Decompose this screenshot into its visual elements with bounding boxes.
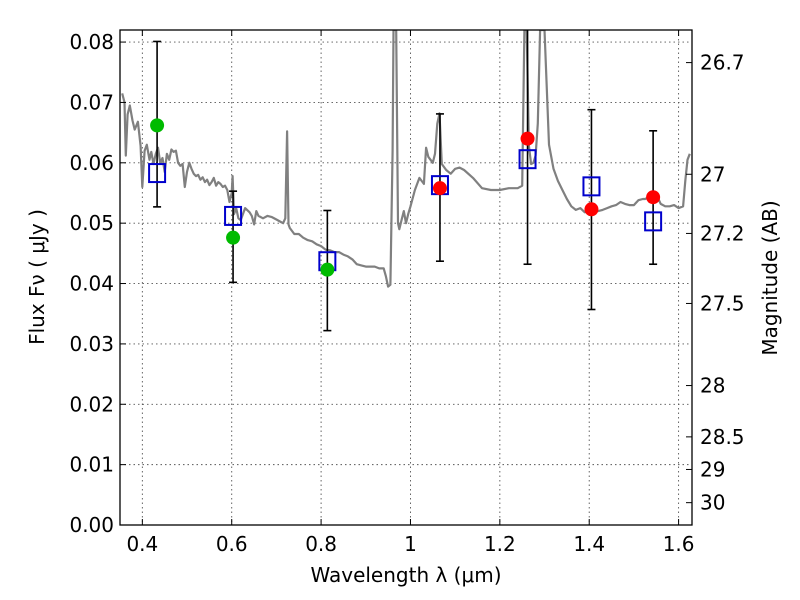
x-tick-label: 0.6 bbox=[216, 532, 248, 556]
x-tick-label: 1.2 bbox=[484, 532, 516, 556]
y-tick-label: 0.08 bbox=[69, 30, 114, 54]
y2-tick-label: 30 bbox=[700, 491, 725, 515]
y-tick-label: 0.00 bbox=[69, 513, 114, 537]
photometry-circle-marker bbox=[226, 230, 241, 245]
x-tick-label: 1.6 bbox=[663, 532, 695, 556]
y2-tick-label: 29 bbox=[700, 457, 725, 481]
x-tick-label: 1 bbox=[404, 532, 417, 556]
model-square-marker bbox=[148, 163, 167, 184]
y-tick-label: 0.06 bbox=[69, 151, 114, 175]
y-tick-label: 0.03 bbox=[69, 332, 114, 356]
y2-tick-label: 28 bbox=[700, 374, 725, 398]
photometry-circle-marker bbox=[646, 190, 661, 205]
x-tick-label: 0.4 bbox=[126, 532, 158, 556]
y2-tick-label: 27 bbox=[700, 162, 725, 186]
photometry-circle-marker bbox=[432, 181, 447, 196]
y2-tick-label: 27.2 bbox=[700, 221, 745, 245]
spectrum-line bbox=[121, 30, 691, 288]
y2-tick-label: 27.5 bbox=[700, 291, 745, 315]
y2-tick-label: 28.5 bbox=[700, 425, 745, 449]
plot-area bbox=[121, 30, 691, 332]
y2-axis-title: Magnitude (AB) bbox=[758, 200, 782, 355]
photometry-circle-marker bbox=[150, 118, 165, 133]
y-tick-label: 0.07 bbox=[69, 90, 114, 114]
plot-frame bbox=[119, 29, 693, 526]
model-square-marker bbox=[582, 176, 601, 197]
photometry-circle-marker bbox=[320, 262, 335, 277]
y-tick-label: 0.01 bbox=[69, 453, 114, 477]
y2-tick-label: 26.7 bbox=[700, 51, 745, 75]
photometry-circle-marker bbox=[584, 202, 599, 217]
photometry-circle-marker bbox=[520, 131, 535, 146]
grid-lines bbox=[120, 30, 692, 526]
y-tick-label: 0.04 bbox=[69, 272, 114, 296]
y-tick-label: 0.02 bbox=[69, 392, 114, 416]
x-tick-label: 1.4 bbox=[573, 532, 605, 556]
axis-ticks: 0.4 0.6 0.8 1 1.2 1.4 1.6 0.00 0.01 0.02 0.03 0.04 0… bbox=[69, 30, 745, 556]
y-axis-title: Flux Fν ( μJy ) bbox=[25, 209, 49, 345]
model-square-marker bbox=[644, 211, 663, 232]
model-square-marker bbox=[518, 149, 537, 170]
model-square-marker bbox=[224, 205, 243, 226]
x-axis-title: Wavelength λ (μm) bbox=[310, 563, 501, 587]
y-tick-label: 0.05 bbox=[69, 211, 114, 235]
x-tick-label: 0.8 bbox=[305, 532, 337, 556]
